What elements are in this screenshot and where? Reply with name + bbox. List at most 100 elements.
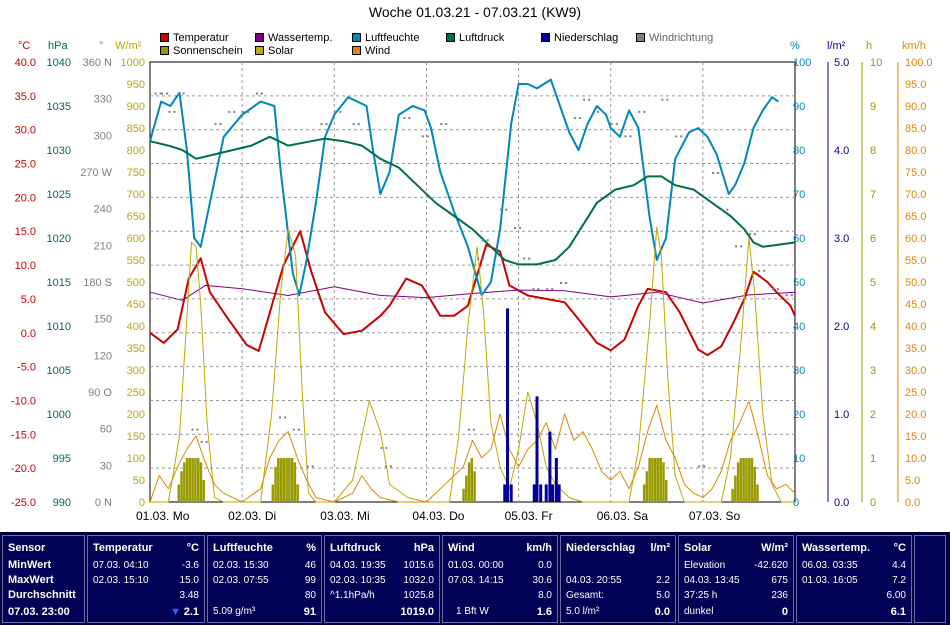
- tick-label-pressure: 995: [53, 453, 71, 465]
- tick-label-direction: 270 W: [80, 167, 112, 179]
- sunshine-bar: [642, 484, 646, 502]
- sunshine-bar: [473, 471, 476, 502]
- wind-max: 07.03. 14:15 30.6: [448, 575, 552, 588]
- tick-label-wind: 15.0: [905, 431, 926, 443]
- wind-direction-dot: [528, 257, 531, 260]
- tick-label-hours: 8: [870, 145, 876, 157]
- tick-label-solar: 800: [127, 145, 145, 157]
- water-min: 06.03. 03:35 4.4: [802, 560, 906, 573]
- cell-current: 1.6: [536, 606, 552, 618]
- tick-label-humidity: 30: [793, 365, 805, 377]
- sunshine-bar: [188, 458, 192, 502]
- wind-current: 1 Bft W 1.6: [448, 606, 552, 619]
- wind-direction-dot: [638, 110, 641, 113]
- sunshine-bar: [753, 466, 756, 502]
- wind-direction-dot: [785, 294, 788, 297]
- sunshine-bar: [747, 458, 751, 502]
- tick-label-wind: 40.0: [905, 321, 926, 333]
- legend-windrichtung: Windrichtung: [636, 32, 713, 44]
- tick-label-temp: 25.0: [15, 159, 36, 171]
- chart-title: Woche 01.03.21 - 07.03.21 (KW9): [368, 4, 582, 20]
- cell-value: 3.48: [179, 590, 199, 601]
- row-current: 07.03. 23:00: [8, 606, 79, 619]
- wind-direction-dot: [445, 123, 448, 126]
- tick-label-wind: 10.0: [905, 453, 926, 465]
- tick-label-solar: 850: [127, 123, 145, 135]
- wind-direction-dot: [748, 233, 751, 236]
- x-tick-label: 02.03. Di: [228, 509, 276, 523]
- wind-direction-dot: [320, 123, 323, 126]
- unit-wind: km/h: [902, 40, 926, 52]
- water-unit: °C: [893, 542, 906, 554]
- wind-direction-dot: [247, 110, 250, 113]
- cell-value: 0.0: [538, 560, 552, 571]
- tick-label-hours: 6: [870, 233, 876, 245]
- unit-humidity: %: [790, 40, 800, 52]
- tick-label-rain: 4.0: [834, 145, 849, 157]
- rain-bar: [532, 484, 536, 502]
- unit-direction: °: [99, 40, 104, 52]
- sunshine-bar: [285, 458, 288, 502]
- wind-direction-dot: [159, 92, 162, 95]
- sunshine-bar: [665, 480, 668, 502]
- cell-current: 0.0: [654, 606, 670, 618]
- water-header: Wassertemp.: [802, 542, 871, 554]
- sunshine-bar: [185, 458, 189, 502]
- wind-direction-dot: [513, 227, 516, 229]
- wind-direction-dot: [740, 245, 743, 248]
- stats-rain: Niederschlag l/m² 04.03. 20:55 2.2 Gesamt…: [560, 535, 676, 623]
- wind-direction-dot: [518, 227, 521, 229]
- stats-pressure: Luftdruck hPa 04.03. 19:35 1015.6 02.03. …: [324, 535, 440, 623]
- wind-direction-dot: [565, 282, 568, 284]
- rain-bar: [544, 484, 548, 502]
- sunshine-bar: [739, 458, 743, 502]
- cell-value: 236: [771, 590, 788, 601]
- cell-value: -3.6: [181, 560, 199, 571]
- wind-direction-dot: [675, 135, 678, 138]
- wind-direction-dot: [551, 288, 554, 291]
- tick-label-direction: 60: [100, 424, 112, 436]
- tick-label-wind: 100.0: [905, 57, 933, 69]
- tick-label-temp: -5.0: [17, 362, 36, 374]
- wind-direction-dot: [721, 208, 724, 211]
- tick-label-direction: 90 O: [88, 387, 112, 399]
- cell-time: 07.03. 04:10: [93, 560, 149, 571]
- solar-header: Solar: [684, 542, 712, 554]
- tick-label-temp: -10.0: [11, 395, 36, 407]
- cell-value: 46: [304, 560, 316, 571]
- wind-direction-dot: [255, 92, 258, 95]
- unit-rain: l/m²: [827, 40, 846, 52]
- wind-direction-dot: [763, 269, 766, 272]
- tick-label-wind: 25.0: [905, 387, 926, 399]
- legend-label: Solar: [268, 45, 294, 57]
- stats-extra: [914, 535, 946, 623]
- wind-direction-dot: [703, 465, 706, 468]
- temp-current: ▼ 2.1: [93, 606, 199, 619]
- wind-direction-dot: [440, 123, 443, 126]
- sunshine-bar: [656, 458, 660, 502]
- wind-direction-dot: [339, 110, 342, 113]
- legend-swatch: [255, 46, 264, 55]
- stats-wind: Wind km/h 01.03. 00:00 0.0 07.03. 14:15 30…: [442, 535, 558, 623]
- cell-value: 675: [771, 575, 788, 586]
- legend-luftfeuchte: Luftfeuchte: [352, 32, 419, 44]
- wind-direction-dot: [482, 257, 485, 260]
- cell-time: 06.03. 03:35: [802, 560, 858, 571]
- series-line-wind: [149, 400, 796, 503]
- wind-direction-dot: [233, 110, 236, 113]
- tick-label-pressure: 1015: [47, 277, 71, 289]
- rain-bar: [557, 484, 561, 502]
- tick-label-wind: 70.0: [905, 189, 926, 201]
- wind-direction-dot: [758, 269, 761, 272]
- wind-direction-dot: [467, 428, 470, 431]
- wind-direction-dot: [166, 92, 169, 95]
- press-avg: ^1.1hPa/h 1025.8: [330, 590, 434, 603]
- wind-direction-dot: [790, 294, 793, 297]
- tick-label-direction: 0 N: [95, 497, 112, 509]
- tick-label-humidity: 90: [793, 101, 805, 113]
- stats-water: Wassertemp. °C 06.03. 03:35 4.4 01.03. 16…: [796, 535, 912, 623]
- sunshine-bar: [467, 462, 471, 502]
- wind-direction-dot: [601, 110, 604, 113]
- wind-direction-dot: [726, 208, 729, 211]
- sunshine-bar: [191, 458, 194, 502]
